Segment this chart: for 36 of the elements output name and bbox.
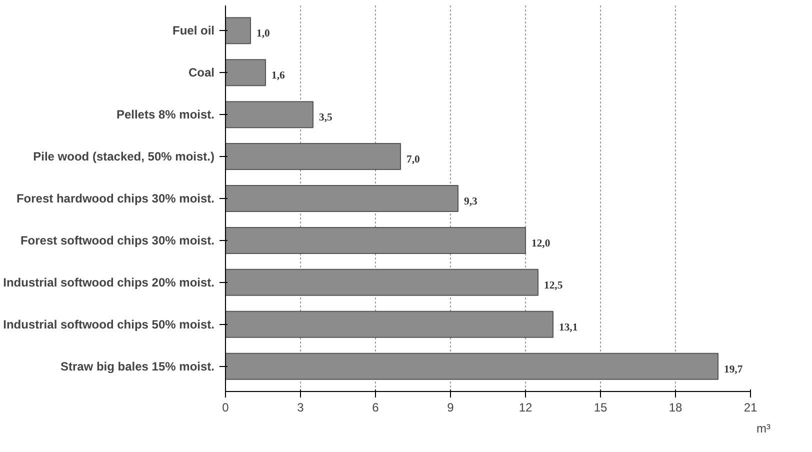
data-label: 19,7 bbox=[724, 364, 744, 376]
bar bbox=[226, 17, 251, 44]
data-label: 9,3 bbox=[464, 196, 478, 208]
data-label: 12,0 bbox=[532, 238, 550, 250]
bar bbox=[226, 59, 266, 86]
y-tick-label: Forest softwood chips 30% moist. bbox=[20, 233, 215, 248]
data-label: 1,6 bbox=[272, 70, 286, 82]
bar bbox=[226, 352, 718, 380]
y-tick-label: Forest hardwood chips 30% moist. bbox=[16, 192, 215, 206]
x-tick-label: 9 bbox=[447, 400, 454, 414]
bar bbox=[226, 310, 554, 338]
y-tick-label: Fuel oil bbox=[172, 24, 214, 38]
y-tick-label: Industrial softwood chips 50% moist. bbox=[3, 317, 214, 332]
data-label: 13,1 bbox=[559, 322, 578, 334]
bar bbox=[226, 101, 314, 128]
y-tick-label: Coal bbox=[188, 66, 215, 80]
x-tick-label: 21 bbox=[744, 400, 758, 414]
data-label: 7,0 bbox=[406, 154, 420, 166]
x-axis-title: m³ bbox=[756, 422, 771, 436]
x-tick-label: 0 bbox=[222, 400, 230, 414]
bar bbox=[226, 226, 526, 254]
data-label: 1,0 bbox=[256, 28, 270, 40]
bar bbox=[226, 143, 401, 170]
x-tick-label: 12 bbox=[518, 400, 532, 414]
bar bbox=[226, 184, 458, 212]
x-tick-label: 18 bbox=[668, 400, 682, 414]
x-tick-label: 6 bbox=[372, 400, 380, 414]
bar bbox=[226, 268, 538, 296]
x-tick-label: 3 bbox=[297, 400, 304, 414]
y-tick-label: Straw big bales 15% moist. bbox=[60, 359, 215, 374]
y-tick-label: Pile wood (stacked, 50% moist.) bbox=[33, 150, 215, 164]
data-label: 3,5 bbox=[319, 112, 332, 124]
y-tick-label: Pellets 8% moist. bbox=[116, 108, 215, 122]
data-label: 12,5 bbox=[544, 280, 563, 292]
y-tick-label: Industrial softwood chips 20% moist. bbox=[3, 275, 214, 290]
x-tick-label: 15 bbox=[594, 400, 608, 414]
